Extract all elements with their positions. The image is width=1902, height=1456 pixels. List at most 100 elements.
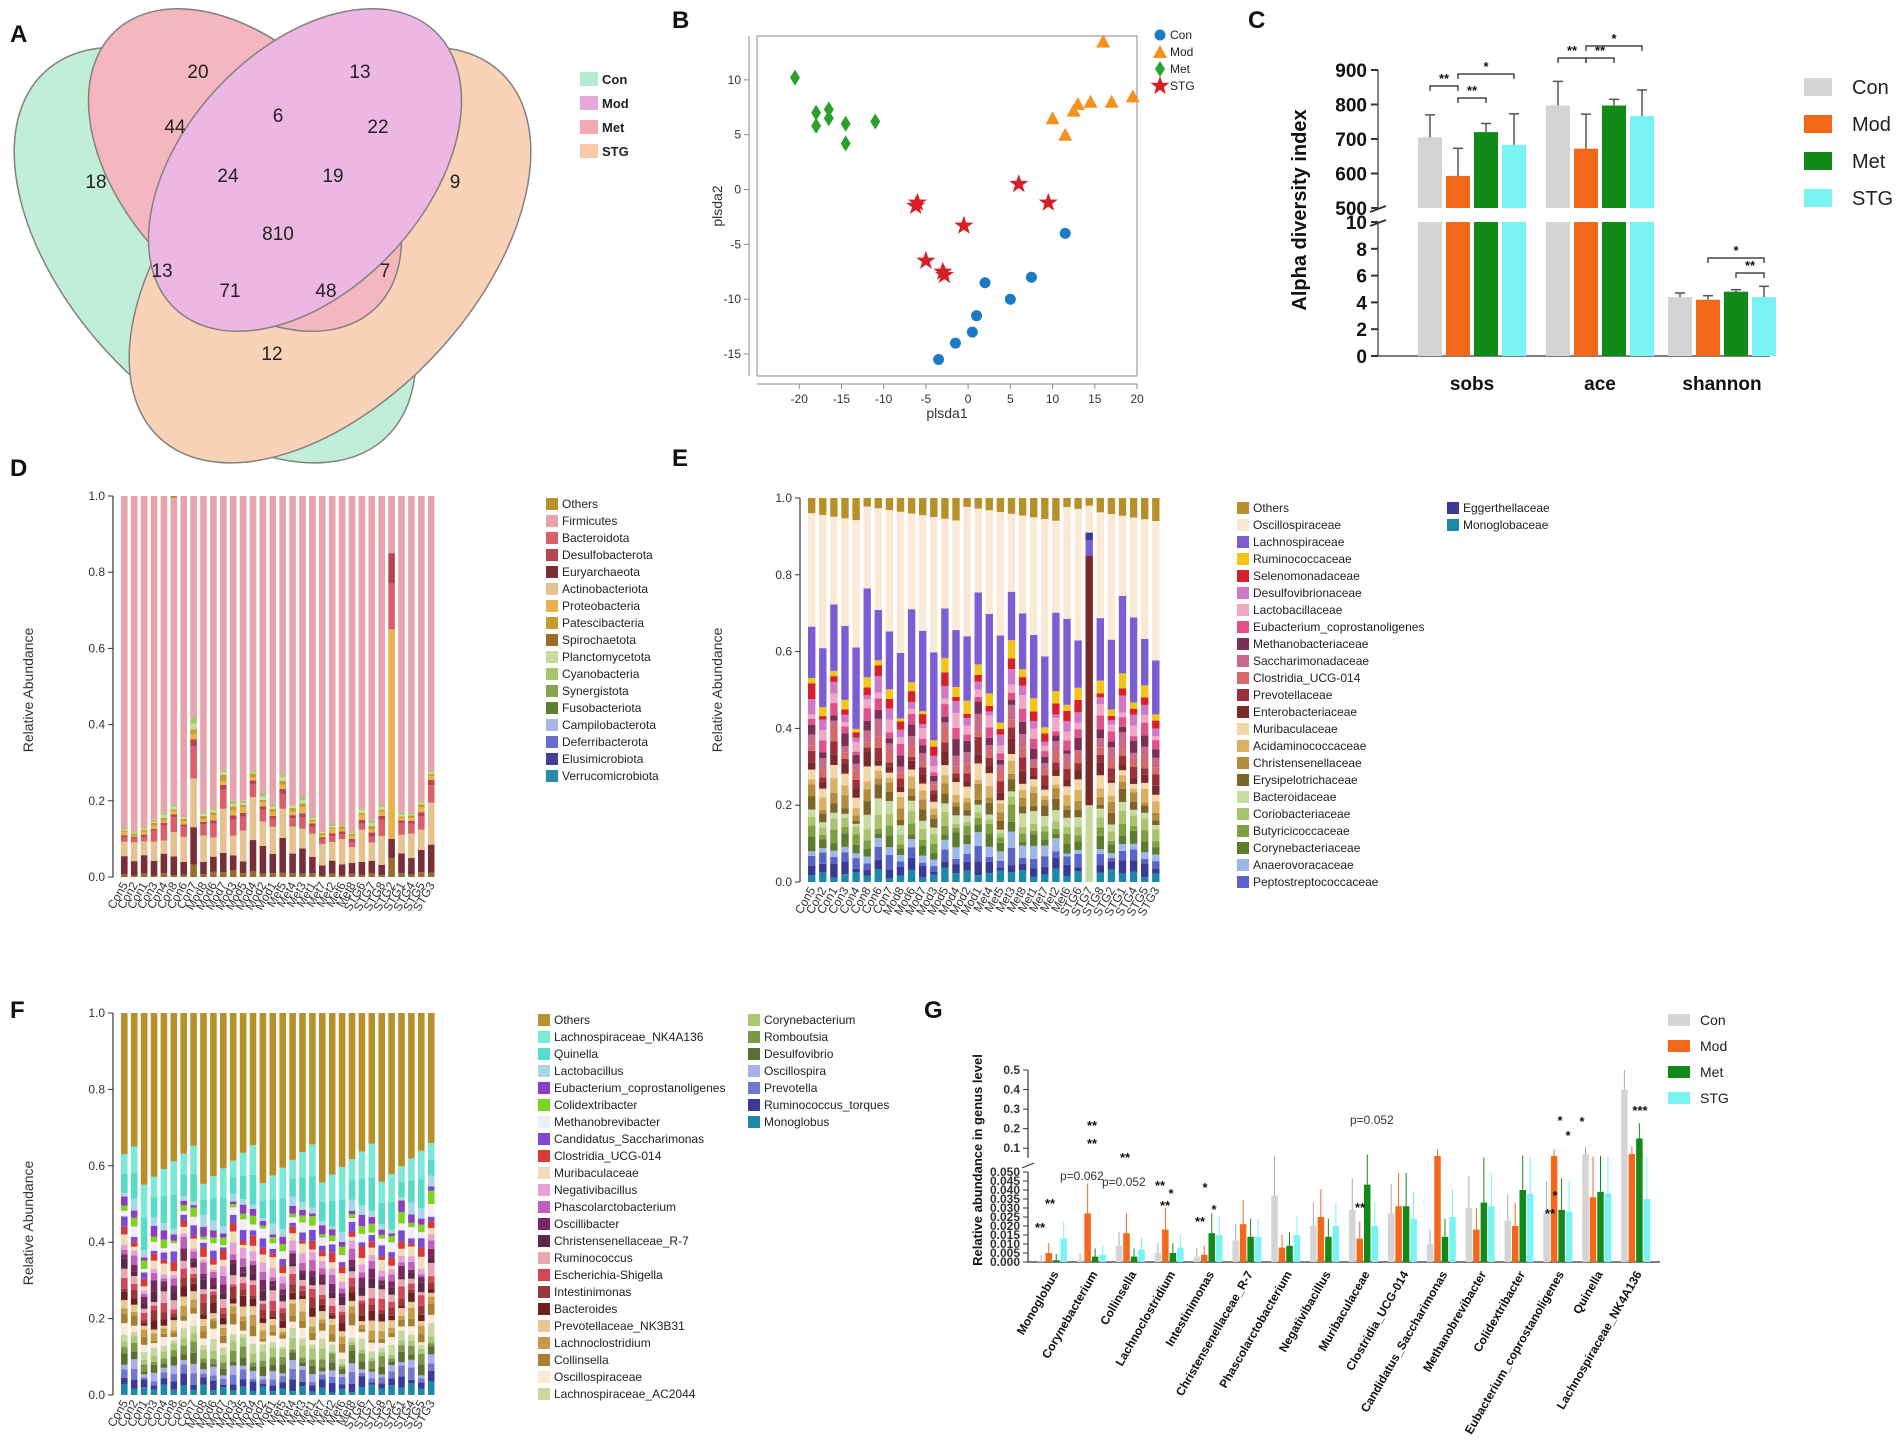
venn-region-count: 18: [85, 172, 106, 193]
alpha-significance-bracket: [1707, 257, 1765, 263]
d-bar-segment: [190, 739, 197, 747]
e-bar-segment: [1041, 768, 1049, 776]
e-bar-segment: [1152, 714, 1160, 721]
e-bar-segment: [896, 792, 905, 797]
f-bar-segment: [249, 1336, 257, 1344]
d-bar-segment: [348, 833, 356, 836]
f-ylabel: Relative Abundance: [20, 1161, 36, 1286]
f-bar-segment: [328, 1382, 336, 1393]
alpha-bar-lower: [1474, 222, 1498, 356]
e-bar-segment: [841, 625, 849, 700]
e-bar-segment: [1007, 640, 1016, 659]
e-bar-segment: [1018, 515, 1027, 614]
e-bar-segment: [1041, 825, 1049, 832]
e-bar-segment: [919, 745, 927, 754]
d-bar-segment: [121, 830, 128, 833]
f-bar-segment: [368, 1177, 376, 1211]
f-bar-segment: [368, 1217, 376, 1224]
e-bar-segment: [1007, 760, 1016, 774]
e-bar-segment: [1007, 865, 1016, 873]
g-bar: [1091, 1256, 1099, 1262]
f-bar-segment: [418, 1208, 425, 1219]
panel-label-a: A: [10, 21, 27, 48]
f-bar-segment: [180, 1320, 187, 1329]
e-legend-label: Clostridia_UCG-014: [1253, 671, 1361, 685]
f-bar-segment: [289, 1159, 296, 1179]
e-bar-segment: [1129, 792, 1138, 802]
f-bar-segment: [398, 1286, 405, 1299]
g-bar: [1045, 1253, 1052, 1262]
d-bar-segment: [299, 496, 306, 797]
f-bar-segment: [309, 1276, 316, 1286]
f-bar-segment: [289, 1013, 296, 1160]
f-bar-segment: [269, 1248, 277, 1254]
e-ylabel: Relative Abundance: [709, 628, 725, 753]
g-legend-swatch: [1668, 1066, 1690, 1078]
e-bar-segment: [852, 737, 860, 743]
d-bar-segment: [398, 818, 405, 821]
f-bar-segment: [388, 1327, 395, 1333]
f-bar-segment: [160, 1169, 168, 1197]
d-bar-segment: [368, 836, 376, 843]
venn-region-count: 20: [187, 62, 208, 83]
d-legend-label: Euryarchaeota: [562, 565, 640, 579]
d-bar-segment: [427, 872, 435, 877]
f-bar-segment: [338, 1352, 346, 1359]
f-bar-segment: [427, 1289, 435, 1293]
e-bar-segment: [863, 870, 871, 876]
e-bar-segment: [1107, 720, 1116, 725]
e-bar-segment: [1007, 719, 1016, 728]
f-bar-segment: [358, 1338, 366, 1350]
e-legend-swatch: [1447, 502, 1459, 514]
g-bar: [1201, 1254, 1208, 1262]
f-bar-segment: [130, 1304, 138, 1312]
f-bar-segment: [160, 1239, 168, 1249]
scatter-x-tick-label: -5: [921, 392, 932, 406]
d-bar-segment: [259, 806, 267, 810]
e-bar-segment: [1052, 735, 1060, 742]
f-bar-segment: [170, 1343, 178, 1351]
e-bar-segment: [841, 699, 849, 710]
f-bar-segment: [190, 1333, 197, 1342]
f-bar-segment: [170, 1234, 178, 1241]
f-bar-segment: [239, 1013, 247, 1153]
venn-legend-swatch-mod: [580, 96, 598, 110]
f-bar-segment: [121, 1226, 128, 1235]
e-bar-segment: [1118, 712, 1127, 718]
f-bar-segment: [180, 1200, 187, 1206]
e-bar-segment: [974, 799, 982, 805]
f-bar-segment: [150, 1355, 158, 1362]
e-bar-segment: [1118, 823, 1127, 837]
f-bar-segment: [249, 1295, 257, 1299]
f-bar-segment: [289, 1321, 296, 1328]
f-bar-segment: [150, 1372, 158, 1382]
f-bar-segment: [170, 1300, 178, 1310]
e-bar-segment: [907, 724, 916, 737]
e-bar-segment: [941, 716, 949, 723]
e-bar-segment: [985, 773, 993, 786]
scatter-ylabel: plsda2: [709, 185, 725, 226]
f-bar-segment: [388, 1174, 395, 1202]
d-bar-segment: [427, 844, 435, 873]
e-bar-segment: [1107, 869, 1116, 882]
f-bar-segment: [358, 1013, 366, 1152]
f-bar-segment: [259, 1225, 267, 1229]
g-y-tick-label: 0.020: [990, 1219, 1020, 1233]
g-pvalue: p=0.062: [1060, 1169, 1104, 1183]
e-bar-segment: [808, 714, 816, 719]
e-bar-segment: [1030, 775, 1038, 780]
e-bar-segment: [1063, 853, 1071, 857]
e-bar-segment: [963, 825, 971, 835]
f-bar-segment: [150, 1347, 158, 1356]
f-bar-segment: [338, 1281, 346, 1289]
e-bar-segment: [885, 782, 894, 792]
genus-stacked-chart: 0.00.20.40.60.81.0Con5Con2Con1Con3Con4Co…: [20, 1006, 889, 1432]
e-bar-segment: [1096, 835, 1104, 850]
alpha-y-tick-label: 2: [1356, 320, 1367, 341]
e-bar-segment: [1052, 717, 1060, 732]
e-bar-segment: [1107, 812, 1116, 825]
g-bar: [1356, 1238, 1363, 1262]
f-bar-segment: [121, 1216, 128, 1227]
e-bar-segment: [930, 834, 938, 844]
f-bar-segment: [427, 1323, 435, 1337]
